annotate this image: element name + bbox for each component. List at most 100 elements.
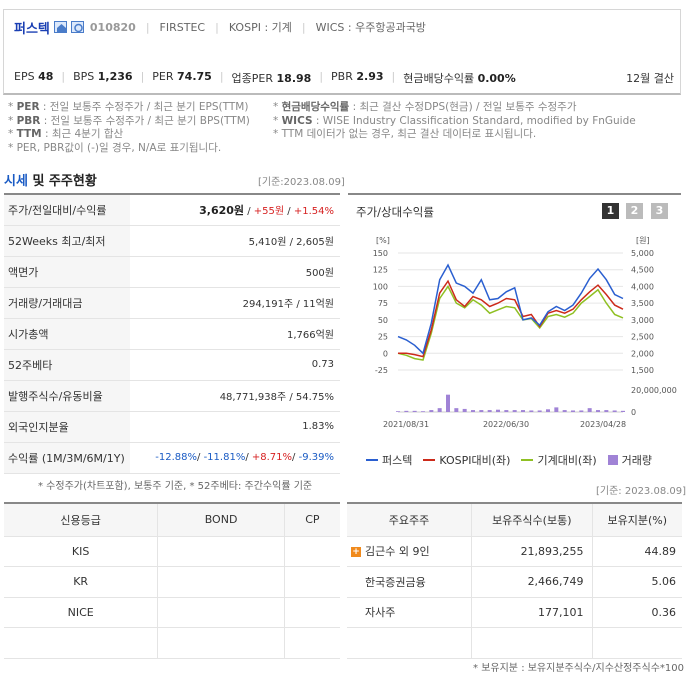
quote-row: 액면가 500원 (4, 256, 340, 288)
holder-row: 자사주 177,101 0.36 (347, 597, 682, 628)
volume-bar (612, 410, 617, 412)
home-icon[interactable] (53, 21, 67, 33)
credit-row: NICE (4, 597, 340, 628)
building-icon[interactable] (70, 21, 84, 33)
expand-icon[interactable]: + (351, 546, 361, 557)
volume-bar (546, 409, 550, 412)
note-line: * WICS : WISE Industry Classification St… (273, 114, 636, 127)
volume-bar (487, 410, 492, 412)
series-line (397, 263, 624, 355)
note-line: * PER, PBR값이 (-)일 경우, N/A로 표기됩니다. (8, 141, 222, 154)
holder-name[interactable]: 자사주 (347, 597, 473, 628)
right-tick: 3,500 (631, 299, 654, 308)
holders-header: 주요주주 (347, 503, 473, 537)
quote-row: 주가/전일대비/수익률 3,620원 / +55원 / +1.54% (4, 194, 340, 226)
volume-bar (562, 410, 567, 412)
left-tick: 25 (378, 333, 388, 342)
quote-value: 294,191주 / 11억원 (130, 287, 340, 319)
credit-cell (157, 627, 285, 659)
legend-volume[interactable]: 거래량 (607, 452, 652, 468)
credit-cell (157, 566, 285, 598)
left-tick: 75 (378, 299, 388, 308)
quote-label: 액면가 (4, 256, 130, 288)
credit-cell (157, 597, 285, 628)
quote-label: 52주베타 (4, 349, 130, 381)
volume-bar (479, 410, 484, 412)
credit-row: KR (4, 566, 340, 598)
quote-label: 52Weeks 최고/최저 (4, 225, 130, 257)
chart-title: 주가/상대수익률 (356, 205, 434, 219)
wics-info: WICS : 우주항공과국방 (315, 21, 426, 34)
volume-bar (454, 408, 459, 412)
legend-kospi[interactable]: KOSPI대비(좌) (423, 452, 510, 468)
right-tick: 1,500 (631, 366, 654, 375)
volume-bar (421, 411, 425, 412)
quote-footnote: * 수정주가(차트포함), 보통주 기준, * 52주베타: 주간수익률 기준 (38, 481, 313, 492)
chart-page-3[interactable]: 3 (651, 203, 668, 219)
quote-label: 수익률 (1M/3M/6M/1Y) (4, 442, 130, 474)
stat-4: PBR 2.93 (331, 70, 384, 83)
holder-shares: 2,466,749 (471, 566, 593, 598)
quote-row: 52주베타 0.73 (4, 349, 340, 381)
notes-left: * PER : 전일 보통주 수정주가 / 최근 분기 EPS(TTM) * PB… (8, 101, 250, 155)
credit-cell (284, 536, 340, 567)
stat-5: 현금배당수익률 0.00% (403, 72, 516, 85)
volume-bar (571, 410, 575, 412)
holder-pct: 5.06 (592, 566, 682, 598)
volume-bar (579, 410, 584, 412)
x-tick: 2021/08/31 (383, 420, 429, 429)
legend-machinery[interactable]: 기계대비(좌) (521, 452, 597, 468)
quote-label: 외국인지분율 (4, 411, 130, 443)
quote-value: 1.83% (130, 411, 340, 443)
left-tick: 50 (378, 316, 388, 325)
right-tick: 2,000 (631, 349, 654, 358)
quote-label: 발행주식수/유동비율 (4, 380, 130, 412)
quote-row: 외국인지분율 1.83% (4, 411, 340, 443)
stat-1: BPS 1,236 (73, 70, 133, 83)
chart-page-2[interactable]: 2 (626, 203, 643, 219)
left-unit: [%] (376, 236, 390, 245)
company-name[interactable]: 퍼스텍 (14, 21, 50, 37)
left-tick: 100 (373, 282, 388, 291)
major-holders-table: 주요주주 보유주식수(보통) 보유지분(%) + 김근수 외 9인 21,893,255 4… (347, 502, 682, 659)
chart-legend: 퍼스텍 KOSPI대비(좌) 기계대비(좌) 거래량 (366, 452, 663, 468)
left-tick: -25 (375, 366, 388, 375)
holder-name[interactable]: 한국증권금융 (347, 566, 473, 598)
stat-3: 업종PER 18.98 (231, 72, 312, 85)
x-tick: 2022/06/30 (483, 420, 529, 429)
left-tick: 150 (373, 249, 388, 258)
credit-cell (4, 627, 159, 659)
holder-shares: 21,893,255 (471, 536, 593, 567)
quote-row: 거래량/거래대금 294,191주 / 11억원 (4, 287, 340, 319)
stat-2: PER 74.75 (152, 70, 212, 83)
volume-bar (429, 410, 434, 412)
right-tick: 3,000 (631, 316, 654, 325)
chart-canvas: [%] [원] 150 5,000 125 4,500 100 4,000 75 3,500 50 3… (373, 236, 677, 429)
left-tick: 125 (373, 266, 388, 275)
english-name: FIRSTEC (159, 20, 206, 34)
volume-bar (521, 410, 525, 412)
credit-cell (284, 597, 340, 628)
chart-page-1[interactable]: 1 (602, 203, 619, 219)
quote-value: 5,410원 / 2,605원 (130, 225, 340, 257)
note-line: * PBR : 전일 보통주 수정주가 / 최근 분기 BPS(TTM) (8, 114, 250, 127)
credit-header: 신용등급 (4, 503, 159, 537)
right-tick: 4,000 (631, 282, 654, 291)
quote-row: 수익률 (1M/3M/6M/1Y) -12.88%/ -11.81%/ +8.71… (4, 442, 340, 474)
credit-header: CP (284, 503, 340, 537)
series-line (397, 284, 624, 361)
legend-firstec[interactable]: 퍼스텍 (366, 452, 412, 468)
credit-cell: KIS (4, 536, 159, 567)
note-line: * 현금배당수익률 : 최근 결산 수정DPS(현금) / 전일 보통주 수정주… (273, 101, 577, 113)
stock-code: 010820 (89, 20, 136, 34)
holders-base-date: [기준: 2023.08.09] (596, 486, 687, 497)
holders-footnote: * 보유지분 : 보유지분주식수/지수산정주식수*100 (473, 663, 684, 674)
credit-cell: NICE (4, 597, 159, 628)
note-line: * TTM 데이터가 없는 경우, 최근 결산 데이터로 표시됩니다. (273, 128, 537, 140)
valuation-stats: EPS 48 | BPS 1,236 | PER 74.75 | 업종PER 18.98 | P… (14, 70, 516, 85)
holder-name[interactable]: + 김근수 외 9인 (347, 536, 473, 567)
volume-bar (504, 410, 509, 412)
volume-bar (404, 410, 409, 412)
market-info: KOSPI : 기계 (228, 21, 292, 34)
quote-label: 주가/전일대비/수익률 (4, 194, 130, 226)
